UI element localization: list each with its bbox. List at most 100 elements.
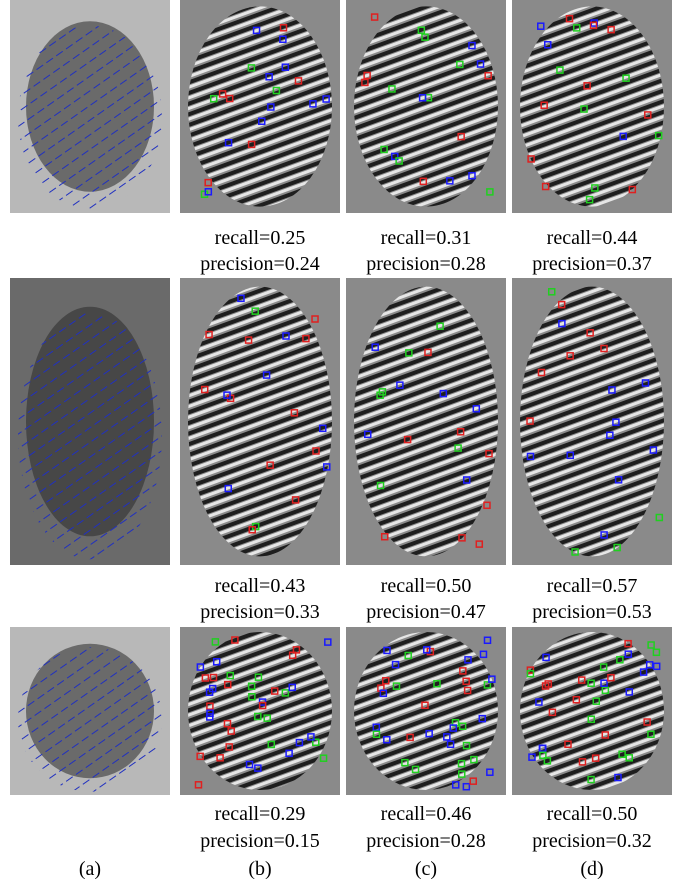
minutia-box (419, 177, 428, 186)
recall-label: recall=0.31 (381, 227, 472, 249)
minutia-box (224, 484, 233, 493)
minutia-box (586, 329, 594, 337)
minutia-box (380, 532, 389, 541)
minutia-box (488, 675, 496, 683)
minutia-box (457, 132, 465, 141)
minutia-box (649, 446, 658, 454)
minutia-box (486, 768, 494, 776)
minutia-box (267, 740, 276, 749)
minutia-box (613, 543, 621, 552)
minutia-box (254, 673, 263, 681)
minutia-box (564, 740, 572, 749)
minutia-box (566, 451, 575, 460)
minutia-box (622, 74, 630, 82)
minutia-box (539, 751, 547, 760)
minutia-box (272, 86, 281, 95)
minutia-box (254, 712, 262, 721)
minutia-box (204, 188, 213, 196)
minutia-box (209, 673, 218, 682)
minutia-box (370, 13, 379, 21)
minutia-box (556, 66, 564, 74)
minutia-box (404, 651, 412, 660)
minutia-box (319, 754, 328, 762)
minutia-box (456, 428, 465, 436)
minutia-box (421, 701, 429, 709)
minutia-box (647, 641, 655, 649)
minutia-box (281, 689, 290, 697)
recall-label: recall=0.50 (381, 575, 472, 597)
minutia-box (224, 138, 233, 147)
minutia-box (607, 25, 615, 34)
minutia-box (294, 77, 303, 85)
ridge-region (520, 286, 664, 557)
minutia-box (644, 111, 652, 119)
precision-label: precision=0.53 (532, 601, 652, 623)
minutia-box (208, 684, 217, 693)
column-label: (d) (580, 858, 603, 879)
minutia-box (558, 319, 566, 328)
minutia-box (194, 781, 203, 789)
minutia-box (526, 452, 535, 461)
minutia-box (363, 71, 371, 80)
minutia-box (364, 430, 372, 439)
minutia-box (424, 348, 432, 357)
minutia-box (323, 463, 331, 471)
minutia-box (312, 447, 320, 455)
minutia-box (612, 418, 620, 426)
minutia-box (318, 424, 327, 433)
minutia-box (599, 663, 608, 671)
minutia-box (459, 667, 467, 675)
minutia-box (470, 755, 478, 764)
minutia-box (618, 750, 626, 759)
minutia-box (372, 730, 381, 739)
minutia-box (583, 82, 591, 90)
minutia-box (476, 60, 485, 68)
minutia-box (572, 24, 581, 32)
minutia-box (292, 646, 301, 654)
minutia-box (225, 94, 234, 103)
minutia-box (607, 673, 615, 682)
minutia-box (405, 349, 413, 357)
minutia-box (535, 698, 543, 706)
minutia-box (643, 718, 651, 726)
minutia-box (468, 41, 476, 50)
recall-label: recall=0.43 (215, 575, 306, 597)
minutia-box (443, 733, 451, 741)
minutia-box (204, 178, 212, 187)
minutia-box (486, 188, 494, 196)
minutia-box (527, 155, 535, 163)
minutia-box (587, 679, 595, 687)
minutia-box (614, 773, 622, 782)
minutia-box (606, 431, 614, 440)
minutia-box (206, 709, 214, 717)
minutia-box (652, 662, 661, 671)
minutia-box (206, 702, 214, 710)
minutia-box (654, 131, 663, 140)
minutia-box (483, 501, 491, 510)
minutia-box (307, 733, 315, 741)
minutia-box (462, 782, 471, 791)
minutia-box (578, 758, 587, 766)
ridge-region (520, 6, 664, 207)
minutia-box (391, 152, 399, 161)
minutia-box (382, 677, 390, 685)
minutia-box (406, 733, 414, 742)
minutia-box (265, 73, 273, 81)
minutia-box (464, 656, 472, 664)
minutia-box (212, 658, 221, 666)
minutia-box (446, 740, 455, 749)
minutia-box (383, 646, 391, 655)
minutia-box (645, 661, 654, 669)
ridge-region (188, 6, 332, 207)
ridge-region (188, 286, 332, 557)
minutia-box (270, 687, 279, 695)
minutia-box (248, 525, 256, 534)
minutia-box (200, 385, 209, 394)
minutia-box (209, 94, 218, 103)
minutia-box (376, 481, 385, 490)
minutia-box (478, 714, 487, 723)
minutia-box (295, 738, 304, 747)
orientation-field (18, 25, 162, 209)
minutia-box (451, 781, 460, 789)
recall-label: recall=0.29 (215, 803, 306, 825)
